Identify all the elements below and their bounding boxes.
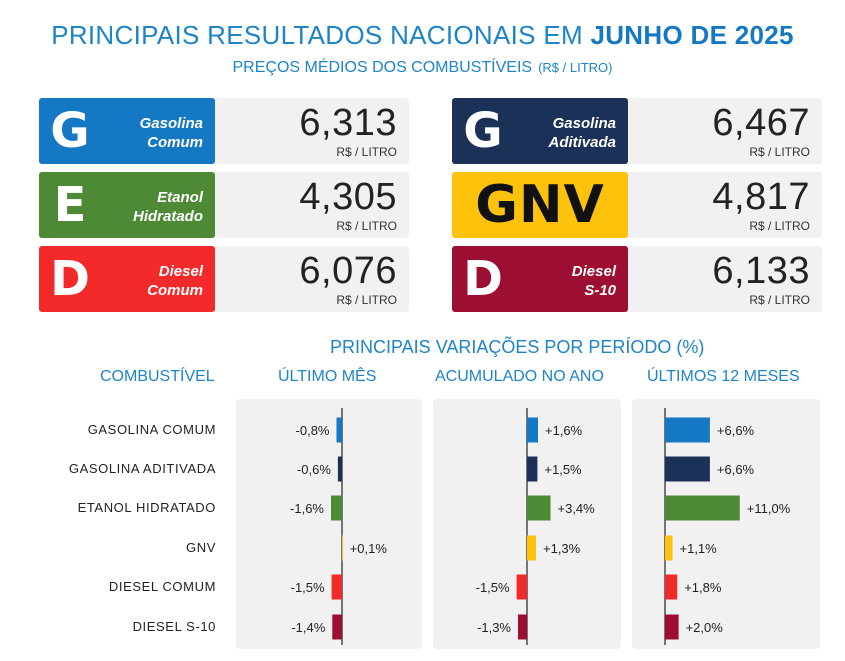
data-label: +1,6%	[545, 423, 583, 438]
page-title: PRINCIPAIS RESULTADOS NACIONAIS EM JUNHO…	[51, 20, 794, 50]
bar	[527, 456, 538, 482]
row-label: GASOLINA COMUM	[87, 422, 216, 437]
data-label: +1,3%	[543, 541, 581, 556]
row-label: DIESEL S-10	[132, 619, 216, 634]
data-label: -0,8%	[296, 423, 330, 438]
bar	[337, 456, 342, 482]
fuel-letter: E	[53, 177, 87, 233]
fuel-letter: G	[463, 103, 503, 159]
data-label: +2,0%	[686, 620, 724, 635]
bar	[342, 535, 343, 561]
price-unit: R$ / LITRO	[336, 219, 397, 233]
price-card-etanol-hidratado: E Etanol Hidratado 4,305 R$ / LITRO	[39, 172, 409, 238]
bar	[527, 417, 538, 443]
row-label: GASOLINA ADITIVADA	[68, 461, 216, 476]
fuel-letter: GNV	[475, 175, 605, 235]
bar	[665, 574, 678, 600]
bar	[527, 495, 551, 521]
price-unit: R$ / LITRO	[749, 145, 810, 159]
row-label: DIESEL COMUM	[108, 579, 216, 594]
fuel-name: Gasolina Comum	[139, 115, 203, 151]
data-label: -1,5%	[476, 580, 510, 595]
fuel-price: 6,313	[299, 102, 397, 144]
bar	[665, 417, 710, 443]
column-header-fuel: COMBUSTÍVEL	[100, 368, 215, 385]
column-header-last-12-months: ÚLTIMOS 12 MESES	[647, 368, 800, 385]
price-card-gasolina-aditivada: G Gasolina Aditivada 6,467 R$ / LITRO	[452, 98, 822, 164]
column-header-year-to-date: ACUMULADO NO ANO	[435, 368, 604, 385]
bar	[665, 614, 679, 640]
panel-last-month	[236, 399, 422, 649]
data-label: +0,1%	[350, 541, 388, 556]
fuel-badge: D Diesel S-10	[452, 246, 628, 312]
bar	[336, 417, 342, 443]
fuel-price: 6,133	[712, 250, 810, 292]
price-unit: R$ / LITRO	[749, 293, 810, 307]
bar	[516, 574, 527, 600]
variations-title: PRINCIPAIS VARIAÇÕES POR PERÍODO (%)	[330, 337, 705, 357]
fuel-name: Gasolina Aditivada	[548, 115, 616, 151]
data-label: -1,5%	[291, 580, 325, 595]
page-subtitle: PREÇOS MÉDIOS DOS COMBUSTÍVEIS (R$ / LITR…	[232, 59, 613, 76]
fuel-letter: D	[463, 251, 503, 307]
row-label: GNV	[186, 540, 216, 555]
bar	[331, 574, 342, 600]
data-label: +6,6%	[717, 462, 755, 477]
bar	[665, 535, 673, 561]
fuel-price: 6,076	[299, 250, 397, 292]
bar	[527, 535, 536, 561]
price-unit: R$ / LITRO	[749, 219, 810, 233]
fuel-letter: D	[50, 251, 90, 307]
panel-last-12-months	[632, 399, 820, 649]
bar	[665, 495, 740, 521]
fuel-name: Diesel Comum	[147, 263, 203, 299]
fuel-name: Diesel S-10	[571, 263, 616, 299]
fuel-price: 6,467	[712, 102, 810, 144]
fuel-badge: GNV	[452, 172, 628, 238]
data-label: -0,6%	[297, 462, 331, 477]
price-card-diesel-s10: D Diesel S-10 6,133 R$ / LITRO	[452, 246, 822, 312]
data-label: -1,4%	[291, 620, 325, 635]
data-label: +3,4%	[558, 501, 596, 516]
data-label: -1,6%	[290, 501, 324, 516]
data-label: +1,1%	[680, 541, 718, 556]
bar	[518, 614, 527, 640]
data-label: +1,8%	[684, 580, 722, 595]
fuel-badge: G Gasolina Comum	[39, 98, 215, 164]
bar	[331, 495, 342, 521]
fuel-badge: E Etanol Hidratado	[39, 172, 215, 238]
fuel-letter: G	[50, 103, 90, 159]
price-unit: R$ / LITRO	[336, 293, 397, 307]
fuel-price: 4,817	[712, 176, 810, 218]
data-label: +6,6%	[717, 423, 755, 438]
bar	[665, 456, 710, 482]
price-card-gasolina-comum: G Gasolina Comum 6,313 R$ / LITRO	[39, 98, 409, 164]
price-card-diesel-comum: D Diesel Comum 6,076 R$ / LITRO	[39, 246, 409, 312]
fuel-price: 4,305	[299, 176, 397, 218]
column-header-last-month: ÚLTIMO MÊS	[278, 368, 377, 385]
price-card-gnv: GNV 4,817 R$ / LITRO	[452, 172, 822, 238]
data-label: +11,0%	[747, 501, 791, 516]
row-label: ETANOL HIDRATADO	[77, 500, 216, 515]
fuel-badge: D Diesel Comum	[39, 246, 215, 312]
bar	[332, 614, 342, 640]
data-label: -1,3%	[477, 620, 511, 635]
fuel-name: Etanol Hidratado	[132, 189, 203, 225]
fuel-badge: G Gasolina Aditivada	[452, 98, 628, 164]
data-label: +1,5%	[544, 462, 582, 477]
price-unit: R$ / LITRO	[336, 145, 397, 159]
